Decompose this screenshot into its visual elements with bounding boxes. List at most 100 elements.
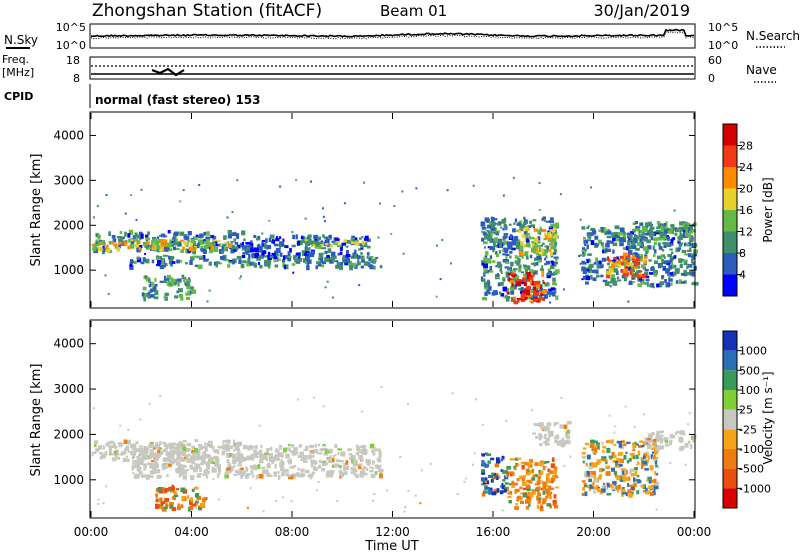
- heatmap-cell: [669, 272, 673, 276]
- noise-strip-frame: [89, 23, 696, 49]
- heatmap-cell: [544, 245, 550, 248]
- heatmap-cell: [227, 464, 232, 469]
- heatmap-cell: [342, 453, 345, 457]
- heatmap-cell: [122, 457, 126, 463]
- velocity-cells: [91, 386, 697, 513]
- heatmap-cell: [162, 506, 167, 512]
- heatmap-cell: [167, 255, 171, 260]
- heatmap-cell: [553, 256, 559, 259]
- heatmap-cell: [619, 479, 625, 482]
- heatmap-cell: [342, 255, 346, 260]
- heatmap-cell: [592, 463, 597, 468]
- heatmap-cell: [509, 490, 513, 495]
- heatmap-cell: [509, 255, 512, 259]
- heatmap-cell: [648, 479, 652, 484]
- heatmap-cell: [516, 244, 520, 250]
- heatmap-cell: [182, 489, 188, 494]
- heatmap-cell: [518, 288, 522, 291]
- heatmap-cell: [681, 430, 685, 435]
- heatmap-cell: [125, 447, 128, 451]
- heatmap-cell: [164, 462, 169, 465]
- heatmap-cell: [582, 486, 586, 491]
- heatmap-cell: [121, 241, 125, 246]
- heatmap-cell: [520, 241, 525, 244]
- heatmap-cell: [676, 430, 682, 434]
- heatmap-cell: [664, 279, 667, 283]
- heatmap-cell: [596, 459, 601, 464]
- heatmap-cell: [548, 226, 553, 230]
- heatmap-cell: [369, 443, 375, 449]
- heatmap-cell: [300, 468, 305, 472]
- heatmap-cell: [328, 257, 333, 262]
- heatmap-cell: [170, 461, 173, 464]
- heatmap-cell: [174, 295, 179, 299]
- heatmap-cell: [354, 469, 358, 473]
- freq-strip-frame: [89, 56, 696, 80]
- heatmap-cell: [526, 278, 530, 282]
- heatmap-cell: [184, 456, 187, 460]
- heatmap-cell: [645, 250, 648, 255]
- heatmap-cell: [201, 239, 205, 245]
- heatmap-cell: [187, 290, 191, 296]
- heatmap-cell: [525, 238, 530, 243]
- heatmap-cell: [625, 451, 628, 454]
- heatmap-cell: [206, 300, 209, 303]
- heatmap-cell: [225, 258, 229, 262]
- heatmap-cell: [150, 288, 153, 293]
- heatmap-cell: [649, 227, 652, 231]
- heatmap-cell: [500, 293, 505, 297]
- heatmap-cell: [526, 233, 530, 236]
- heatmap-cell: [221, 248, 224, 254]
- heatmap-cell: [488, 285, 492, 291]
- heatmap-cell: [594, 235, 599, 240]
- heatmap-cell: [594, 244, 598, 248]
- heatmap-cell: [188, 453, 191, 456]
- heatmap-cell: [562, 441, 567, 446]
- heatmap-cell: [206, 443, 209, 447]
- heatmap-cell: [686, 233, 689, 236]
- heatmap-cell: [253, 453, 257, 456]
- heatmap-cell: [624, 405, 627, 408]
- heatmap-cell: [516, 478, 520, 482]
- heatmap-cell: [102, 249, 105, 255]
- heatmap-cell: [624, 275, 628, 279]
- heatmap-cell: [505, 474, 508, 477]
- heatmap-cell: [628, 253, 631, 258]
- heatmap-cell: [322, 444, 326, 447]
- heatmap-cell: [538, 469, 542, 473]
- heatmap-cell: [550, 463, 556, 469]
- heatmap-cell: [482, 296, 487, 301]
- heatmap-cell: [541, 270, 544, 275]
- heatmap-cell: [212, 241, 215, 245]
- heatmap-cell: [627, 246, 630, 251]
- heatmap-cell: [331, 296, 334, 299]
- heatmap-cell: [538, 298, 542, 302]
- heatmap-cell: [300, 473, 304, 478]
- heatmap-cell: [617, 484, 622, 490]
- heatmap-cell: [215, 456, 220, 461]
- heatmap-cell: [614, 231, 618, 235]
- heatmap-cell: [135, 463, 140, 468]
- heatmap-cell: [594, 445, 598, 449]
- heatmap-cell: [286, 472, 289, 477]
- heatmap-cell: [320, 264, 325, 268]
- colorbar-block: [723, 253, 737, 275]
- heatmap-cell: [149, 463, 154, 467]
- heatmap-cell: [179, 200, 182, 203]
- heatmap-cell: [231, 211, 234, 214]
- heatmap-cell: [217, 468, 222, 472]
- heatmap-cell: [528, 465, 531, 469]
- heatmap-cell: [326, 456, 331, 460]
- heatmap-cell: [178, 474, 182, 478]
- heatmap-cell: [530, 409, 533, 412]
- heatmap-cell: [369, 257, 372, 262]
- heatmap-cell: [635, 248, 640, 251]
- heatmap-cell: [165, 263, 168, 266]
- heatmap-cell: [260, 444, 263, 448]
- heatmap-cell: [617, 475, 622, 480]
- heatmap-cell: [306, 263, 310, 267]
- heatmap-cell: [615, 475, 619, 479]
- heatmap-cell: [538, 433, 542, 437]
- heatmap-cell: [187, 238, 190, 241]
- heatmap-cell: [266, 448, 271, 451]
